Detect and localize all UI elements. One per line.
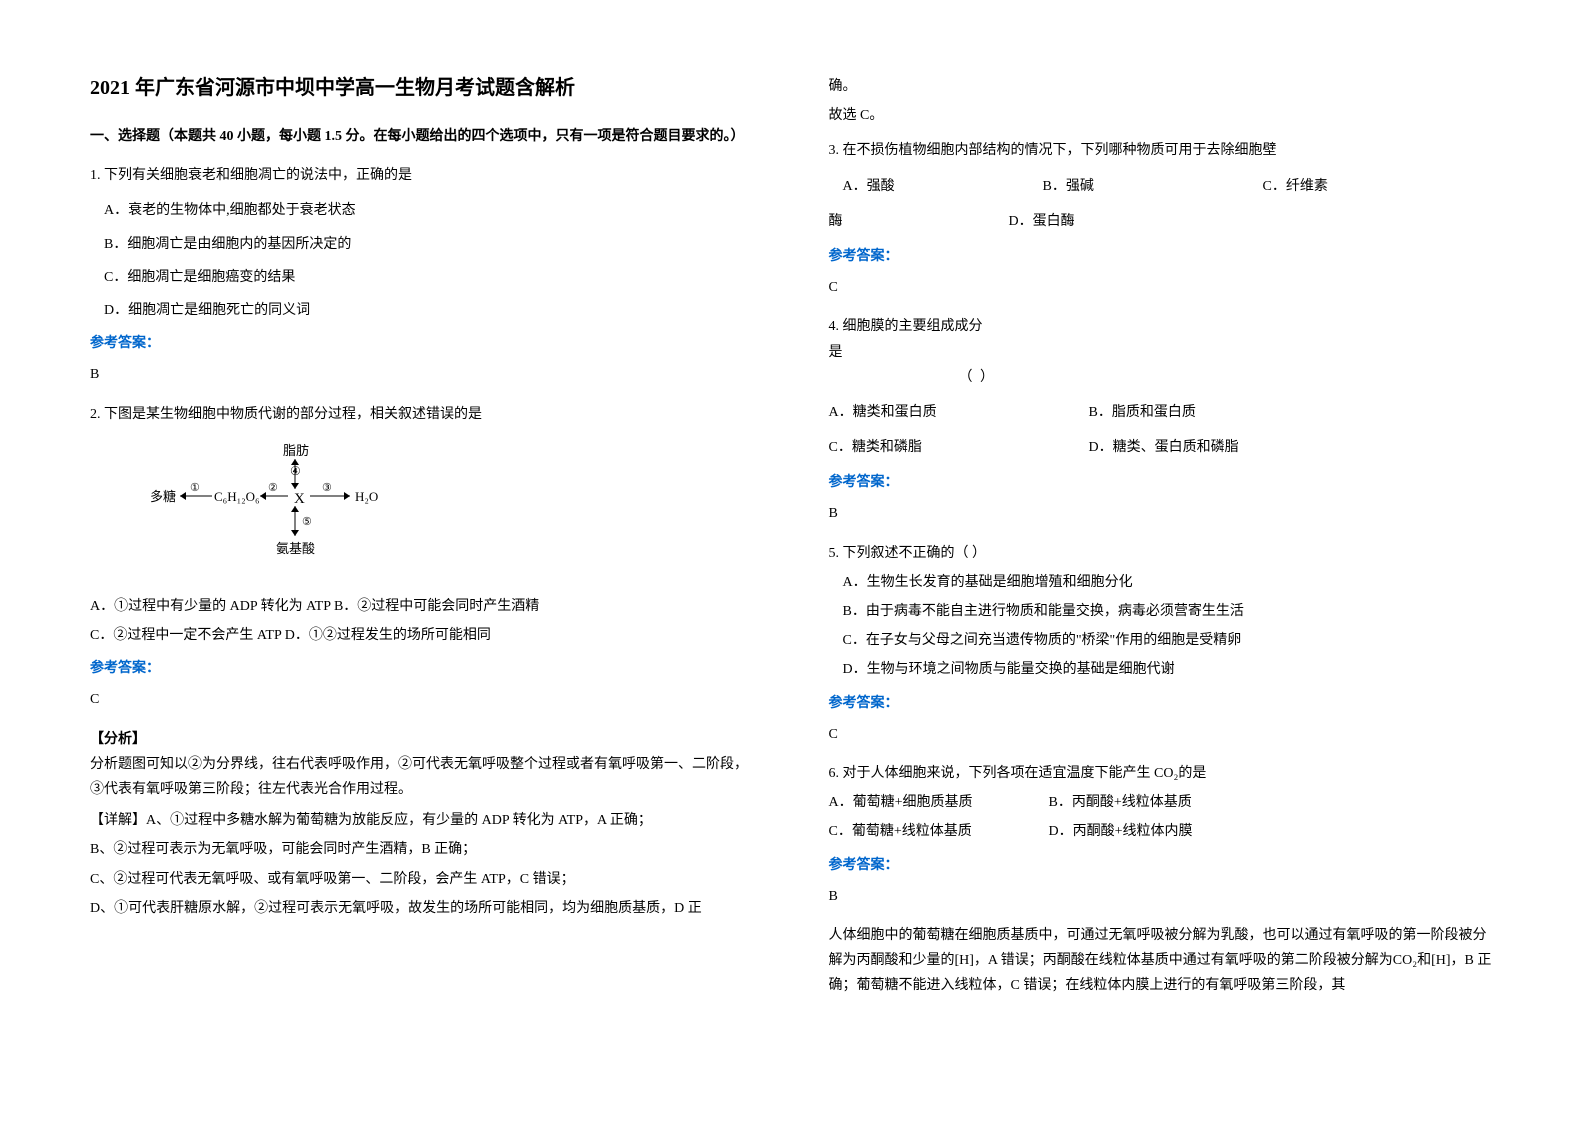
q2-cont-1: 确。 — [829, 74, 1498, 99]
q4-option-d: D．糖类、蛋白质和磷脂 — [1089, 435, 1239, 460]
q2-detail-c: C、②过程可代表无氧呼吸、或有氧呼吸第一、二阶段，会产生 ATP，C 错误； — [90, 867, 759, 892]
q4-answer: B — [829, 501, 1498, 526]
q1-stem: 1. 下列有关细胞衰老和细胞凋亡的说法中，正确的是 — [90, 163, 759, 188]
q4-stem-1: 4. 细胞膜的主要组成成分 — [829, 314, 1498, 339]
question-3: 3. 在不损伤植物细胞内部结构的情况下，下列哪种物质可用于去除细胞壁 A．强酸 … — [829, 138, 1498, 300]
q6-option-b: B．丙酮酸+线粒体基质 — [1049, 790, 1192, 815]
left-column: 2021 年广东省河源市中坝中学高一生物月考试题含解析 一、选择题（本题共 40… — [90, 70, 759, 1010]
diagram-polysaccharide: 多糖 — [150, 489, 176, 504]
q2-detail-a: 【详解】A、①过程中多糖水解为葡萄糖为放能反应，有少量的 ADP 转化为 ATP… — [90, 808, 759, 833]
q5-stem: 5. 下列叙述不正确的（ ） — [829, 541, 1498, 566]
diagram-x: X — [294, 491, 305, 507]
question-6: 6. 对于人体细胞来说，下列各项在适宜温度下能产生 CO₂的是 A．葡萄糖+细胞… — [829, 761, 1498, 999]
q6-stem: 6. 对于人体细胞来说，下列各项在适宜温度下能产生 CO₂的是 — [829, 761, 1498, 786]
q1-answer-label: 参考答案： — [90, 331, 759, 356]
diagram-glucose: C₆H₁₂O₆ — [214, 489, 260, 504]
q4-option-c: C．糖类和磷脂 — [829, 435, 1089, 460]
q2-option-ab: A．①过程中有少量的 ADP 转化为 ATP B．②过程中可能会同时产生酒精 — [90, 594, 759, 619]
q2-stem: 2. 下图是某生物细胞中物质代谢的部分过程，相关叙述错误的是 — [90, 402, 759, 427]
q1-option-d: D．细胞凋亡是细胞死亡的同义词 — [90, 298, 759, 323]
q5-answer: C — [829, 722, 1498, 747]
q5-option-a: A．生物生长发育的基础是细胞增殖和细胞分化 — [829, 570, 1498, 595]
q4-option-a: A．糖类和蛋白质 — [829, 400, 1089, 425]
q3-option-c: C．纤维素 — [1263, 174, 1498, 199]
q4-answer-label: 参考答案： — [829, 470, 1498, 495]
diagram-arrowhead-1b — [291, 459, 299, 465]
q3-option-a: A．强酸 — [843, 174, 1043, 199]
right-column: 确。 故选 C。 3. 在不损伤植物细胞内部结构的情况下，下列哪种物质可用于去除… — [829, 70, 1498, 1010]
diagram-fat-label: 脂肪 — [283, 443, 309, 458]
q2-diagram: 脂肪 ④ 多糖 ① C₆H₁₂O₆ ② X ③ — [90, 441, 759, 580]
diagram-circle-1: ① — [190, 482, 200, 494]
page-container: 2021 年广东省河源市中坝中学高一生物月考试题含解析 一、选择题（本题共 40… — [90, 70, 1497, 1010]
q4-paren: （ ） — [829, 365, 1498, 390]
q3-answer: C — [829, 275, 1498, 300]
q5-option-c: C．在子女与父母之间充当遗传物质的"桥梁"作用的细胞是受精卵 — [829, 628, 1498, 653]
q3-option-b: B．强碱 — [1043, 174, 1263, 199]
q6-option-a: A．葡萄糖+细胞质基质 — [829, 790, 1049, 815]
q2-analysis-label: 【分析】 — [90, 727, 759, 752]
q6-option-d: D．丙酮酸+线粒体内膜 — [1049, 819, 1193, 844]
q3-options-row2: 酶 D．蛋白酶 — [829, 209, 1498, 234]
q1-option-a: A．衰老的生物体中,细胞都处于衰老状态 — [90, 198, 759, 223]
diagram-arrowhead-1 — [291, 483, 299, 489]
diagram-circle-5: ⑤ — [302, 516, 312, 528]
question-4: 4. 细胞膜的主要组成成分 是 （ ） A．糖类和蛋白质 B．脂质和蛋白质 C．… — [829, 314, 1498, 526]
q4-options-row1: A．糖类和蛋白质 B．脂质和蛋白质 — [829, 400, 1498, 425]
question-5: 5. 下列叙述不正确的（ ） A．生物生长发育的基础是细胞增殖和细胞分化 B．由… — [829, 541, 1498, 747]
q6-options-row2: C．葡萄糖+线粒体基质 D．丙酮酸+线粒体内膜 — [829, 819, 1498, 844]
metabolism-diagram: 脂肪 ④ 多糖 ① C₆H₁₂O₆ ② X ③ — [150, 441, 450, 571]
diagram-circle-3: ③ — [322, 482, 332, 494]
q2-detail-b: B、②过程可表示为无氧呼吸，可能会同时产生酒精，B 正确； — [90, 837, 759, 862]
diagram-h2o: H₂O — [355, 489, 378, 504]
q4-options-row2: C．糖类和磷脂 D．糖类、蛋白质和磷脂 — [829, 435, 1498, 460]
question-2: 2. 下图是某生物细胞中物质代谢的部分过程，相关叙述错误的是 脂肪 ④ 多糖 ①… — [90, 402, 759, 921]
q5-answer-label: 参考答案： — [829, 691, 1498, 716]
q4-option-b: B．脂质和蛋白质 — [1089, 400, 1196, 425]
question-1: 1. 下列有关细胞衰老和细胞凋亡的说法中，正确的是 A．衰老的生物体中,细胞都处… — [90, 163, 759, 387]
q6-explanation: 人体细胞中的葡萄糖在细胞质基质中，可通过无氧呼吸被分解为乳酸，也可以通过有氧呼吸… — [829, 923, 1498, 999]
diagram-amino-acid: 氨基酸 — [276, 541, 315, 556]
q1-option-b: B．细胞凋亡是由细胞内的基因所决定的 — [90, 232, 759, 257]
q3-option-c-cont: 酶 — [829, 209, 1009, 234]
q3-stem: 3. 在不损伤植物细胞内部结构的情况下，下列哪种物质可用于去除细胞壁 — [829, 138, 1498, 163]
q6-answer-label: 参考答案： — [829, 853, 1498, 878]
exam-title: 2021 年广东省河源市中坝中学高一生物月考试题含解析 — [90, 70, 759, 106]
section-header: 一、选择题（本题共 40 小题，每小题 1.5 分。在每小题给出的四个选项中，只… — [90, 124, 759, 149]
q6-answer: B — [829, 884, 1498, 909]
q5-option-d: D．生物与环境之间物质与能量交换的基础是细胞代谢 — [829, 657, 1498, 682]
q3-option-d: D．蛋白酶 — [1009, 209, 1075, 234]
q3-options-row1: A．强酸 B．强碱 C．纤维素 — [829, 174, 1498, 199]
q2-answer: C — [90, 687, 759, 712]
q1-answer: B — [90, 362, 759, 387]
q6-options-row1: A．葡萄糖+细胞质基质 B．丙酮酸+线粒体基质 — [829, 790, 1498, 815]
q2-detail-d: D、①可代表肝糖原水解，②过程可表示无氧呼吸，故发生的场所可能相同，均为细胞质基… — [90, 896, 759, 921]
q2-answer-label: 参考答案： — [90, 656, 759, 681]
q6-option-c: C．葡萄糖+线粒体基质 — [829, 819, 1049, 844]
q5-option-b: B．由于病毒不能自主进行物质和能量交换，病毒必须营寄生生活 — [829, 599, 1498, 624]
q4-stem-2: 是 — [829, 340, 1498, 365]
q1-option-c: C．细胞凋亡是细胞癌变的结果 — [90, 265, 759, 290]
q2-option-cd: C．②过程中一定不会产生 ATP D．①②过程发生的场所可能相同 — [90, 623, 759, 648]
diagram-circle-2: ② — [268, 482, 278, 494]
q2-analysis-text: 分析题图可知以②为分界线，往右代表呼吸作用，②可代表无氧呼吸整个过程或者有氧呼吸… — [90, 752, 759, 802]
q2-cont-2: 故选 C。 — [829, 103, 1498, 128]
q3-answer-label: 参考答案： — [829, 244, 1498, 269]
